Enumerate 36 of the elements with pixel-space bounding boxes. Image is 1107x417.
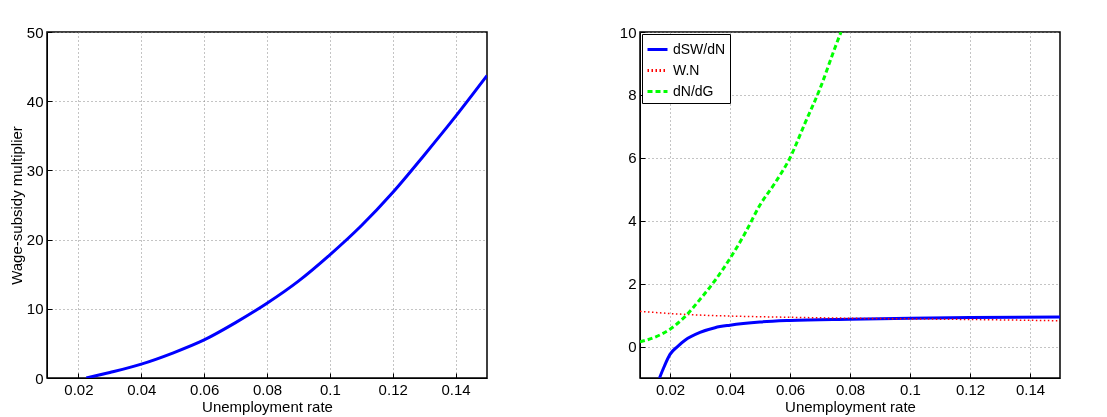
y-tick-label: 8 <box>628 86 637 104</box>
x-tick-label: 0.1 <box>319 380 341 398</box>
x-axis-title: Unemployment rate <box>202 397 333 415</box>
line-series <box>640 310 1060 322</box>
x-tick-label: 0.12 <box>378 380 408 398</box>
y-tick-label: 0 <box>35 369 44 387</box>
y-tick-label: 50 <box>26 23 44 41</box>
legend-label: W.N <box>673 61 700 78</box>
line-series <box>640 32 843 344</box>
x-tick-label: 0.12 <box>955 380 986 398</box>
line-series <box>84 74 487 378</box>
x-tick-label: 0.08 <box>252 380 283 398</box>
legend-label: dSW/dN <box>673 40 726 57</box>
x-tick-label: 0.02 <box>64 380 94 398</box>
y-tick-label: 20 <box>26 231 44 249</box>
x-tick-label: 0.08 <box>835 380 866 398</box>
x-tick-label: 0.04 <box>127 380 157 398</box>
x-tick-label: 0.02 <box>655 380 686 398</box>
y-tick-label: 4 <box>628 212 637 230</box>
x-tick-label: 0.14 <box>1015 380 1046 398</box>
y-axis-title: Wage-subsidy multiplier <box>7 126 25 285</box>
legend-label: dN/dG <box>673 82 714 99</box>
x-axis-title: Unemployment rate <box>785 397 916 415</box>
line-series <box>658 315 1060 378</box>
y-tick-label: 10 <box>619 23 637 41</box>
x-tick-label: 0.06 <box>190 380 220 398</box>
x-tick-label: 0.06 <box>775 380 806 398</box>
x-tick-label: 0.1 <box>900 380 921 398</box>
y-tick-label: 10 <box>26 300 44 318</box>
y-tick-label: 0 <box>628 338 637 356</box>
y-tick-label: 30 <box>26 161 44 179</box>
y-tick-label: 2 <box>628 275 637 293</box>
y-tick-label: 40 <box>26 92 44 110</box>
x-tick-label: 0.04 <box>715 380 746 398</box>
x-tick-label: 0.14 <box>441 380 471 398</box>
y-tick-label: 6 <box>628 149 637 167</box>
